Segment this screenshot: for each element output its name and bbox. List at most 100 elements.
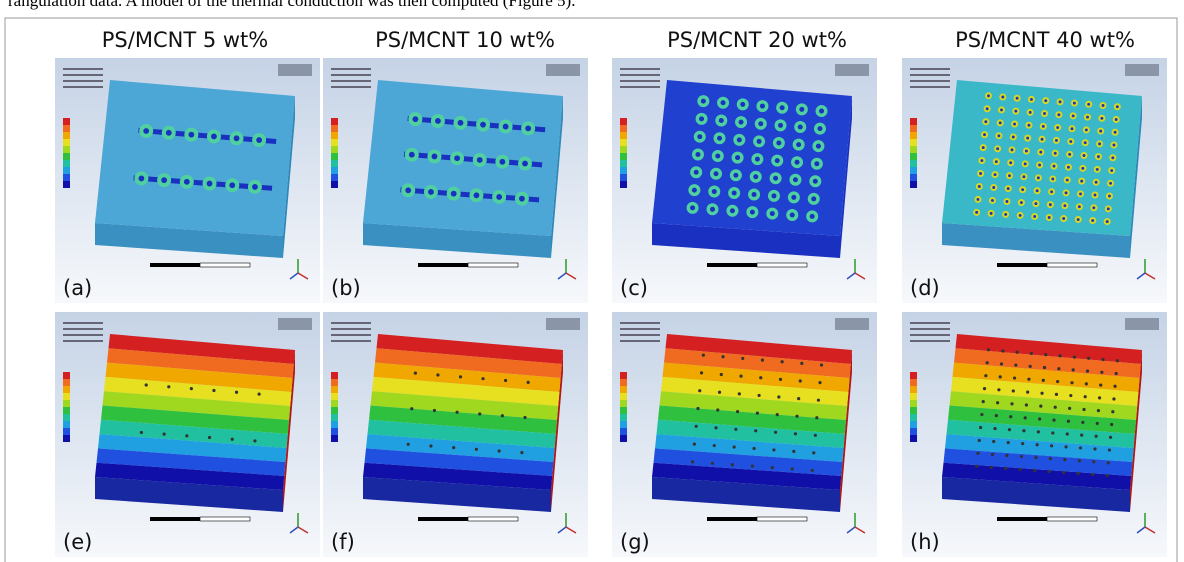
- logo: [278, 318, 312, 330]
- cnt-core: [1054, 152, 1057, 155]
- panel-label: (h): [910, 530, 940, 554]
- cnt-core: [790, 212, 795, 217]
- cnt-core: [1009, 161, 1012, 164]
- cnt-core: [737, 137, 742, 142]
- cnt-core: [1053, 165, 1056, 168]
- cnt-dot: [792, 450, 795, 453]
- cnt-dot: [1013, 376, 1016, 379]
- cnt-dot: [1010, 402, 1013, 405]
- cnt-dot: [1004, 467, 1007, 470]
- cnt-dot: [774, 431, 777, 434]
- cnt-dot: [795, 415, 798, 418]
- cnt-dot: [1048, 470, 1051, 473]
- cnt-dot: [781, 360, 784, 363]
- legend-text: [63, 74, 103, 76]
- cnt-core: [1014, 110, 1017, 113]
- cnt-dot: [818, 381, 821, 384]
- cnt-core: [775, 158, 780, 163]
- cnt-dot: [208, 436, 211, 439]
- cnt-core: [1071, 127, 1074, 130]
- cnt-dot: [982, 400, 985, 403]
- cnt-dot: [771, 466, 774, 469]
- cnt-core: [814, 161, 819, 166]
- cnt-dot: [698, 389, 701, 392]
- legend-swatch: [910, 379, 917, 386]
- cnt-dot: [1025, 403, 1028, 406]
- cnt-dot: [1014, 364, 1017, 367]
- legend-swatch: [331, 421, 338, 428]
- cnt-dot: [212, 389, 215, 392]
- legend-swatch: [63, 160, 70, 167]
- cnt-core: [1051, 177, 1054, 180]
- cnt-core: [996, 147, 999, 150]
- legend-swatch: [620, 372, 627, 379]
- cnt-core: [1062, 217, 1065, 220]
- cnt-dot: [814, 434, 817, 437]
- cnt-core: [161, 177, 167, 183]
- cnt-core: [138, 176, 144, 182]
- legend-text: [910, 328, 950, 330]
- scale-bar: [200, 263, 250, 267]
- cnt-core: [980, 159, 983, 162]
- cnt-dot: [721, 355, 724, 358]
- cnt-core: [525, 125, 531, 131]
- cnt-dot: [523, 416, 526, 419]
- legend-text: [910, 80, 950, 82]
- legend-swatch: [331, 146, 338, 153]
- logo: [278, 64, 312, 76]
- cnt-core: [1112, 144, 1115, 147]
- cnt-core: [435, 118, 441, 124]
- cnt-core: [697, 134, 702, 139]
- cnt-dot: [235, 391, 238, 394]
- cnt-dot: [452, 446, 455, 449]
- cnt-core: [699, 116, 704, 121]
- cnt-dot: [800, 362, 803, 365]
- cnt-core: [1098, 142, 1101, 145]
- cnt-dot: [811, 469, 814, 472]
- cnt-dot: [1062, 471, 1065, 474]
- cnt-core: [719, 118, 724, 123]
- legend-swatch: [620, 160, 627, 167]
- cnt-core: [721, 100, 726, 105]
- legend-swatch: [910, 386, 917, 393]
- cnt-core: [184, 179, 190, 185]
- cnt-core: [987, 94, 990, 97]
- legend-swatch: [331, 174, 338, 181]
- cnt-core: [714, 171, 719, 176]
- scale-bar: [997, 263, 1047, 267]
- cnt-dot: [527, 381, 530, 384]
- cnt-dot: [700, 371, 703, 374]
- legend-text: [620, 328, 660, 330]
- cnt-core: [752, 192, 757, 197]
- slab-top: [95, 80, 295, 236]
- cnt-core: [1012, 135, 1015, 138]
- cnt-dot: [739, 375, 742, 378]
- cnt-core: [1100, 117, 1103, 120]
- cnt-core: [519, 196, 525, 202]
- legend-swatch: [63, 421, 70, 428]
- cnt-dot: [976, 452, 979, 455]
- cnt-core: [735, 155, 740, 160]
- cnt-dot: [1063, 458, 1066, 461]
- legend-swatch: [620, 407, 627, 414]
- cnt-core: [1067, 166, 1070, 169]
- legend-swatch: [63, 132, 70, 139]
- cnt-core: [778, 123, 783, 128]
- cnt-dot: [1087, 357, 1090, 360]
- cnt-dot: [716, 408, 719, 411]
- cnt-core: [1106, 220, 1109, 223]
- cnt-core: [978, 185, 981, 188]
- cnt-core: [1055, 139, 1058, 142]
- cnt-dot: [756, 412, 759, 415]
- cnt-dot: [1001, 349, 1004, 352]
- cnt-dot: [696, 407, 699, 410]
- cnt-dot: [455, 411, 458, 414]
- legend-text: [63, 86, 103, 88]
- cnt-core: [758, 121, 763, 126]
- panel-label: (b): [331, 276, 361, 300]
- cnt-core: [1026, 137, 1029, 140]
- legend-swatch: [620, 118, 627, 125]
- column-header: PS/MCNT 20 wt%: [667, 28, 847, 52]
- cnt-core: [458, 120, 464, 126]
- cnt-core: [740, 102, 745, 107]
